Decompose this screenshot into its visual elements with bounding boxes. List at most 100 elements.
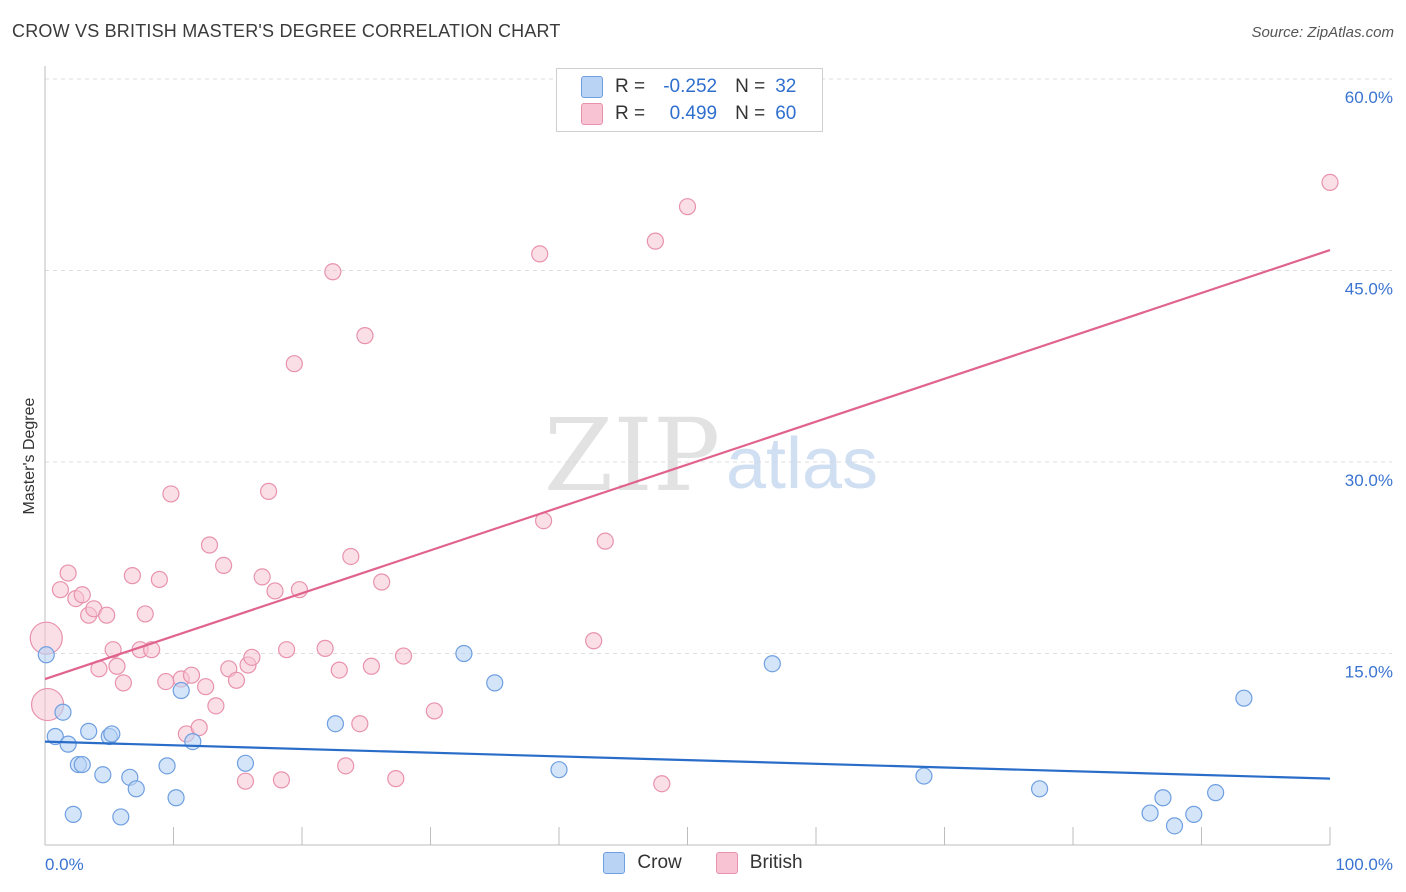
crow-point — [763, 655, 781, 673]
crow-legend-swatch — [603, 852, 626, 874]
british-point — [207, 697, 225, 715]
british-point — [51, 581, 70, 599]
british-point — [215, 556, 233, 575]
british-point — [1321, 173, 1339, 192]
crow-point — [455, 644, 473, 663]
british-point — [337, 757, 355, 775]
crow-point — [94, 766, 112, 784]
x-tick-labels: 0.0% 100.0% — [45, 855, 1393, 874]
british-points — [29, 173, 1339, 793]
crow-n-label: N = — [735, 76, 766, 97]
y-axis-label: Master's Degree — [21, 397, 38, 514]
y-tick-label: 60.0% — [1345, 88, 1393, 107]
crow-point — [158, 757, 176, 775]
crow-point — [59, 735, 77, 753]
british-point — [182, 666, 201, 684]
british-legend-label: British — [749, 852, 803, 873]
british-point — [98, 606, 116, 624]
crow-n-value: 32 — [775, 76, 797, 97]
british-point — [585, 632, 603, 650]
british-point — [678, 198, 697, 216]
british-point — [236, 772, 255, 790]
crow-r-value: -0.252 — [663, 76, 718, 97]
legend-item-crow[interactable]: Crow — [603, 852, 682, 874]
british-point — [190, 718, 208, 737]
crow-point — [1207, 784, 1225, 802]
crow-point — [80, 722, 98, 740]
british-point — [108, 657, 126, 675]
grid-lines — [45, 78, 1392, 654]
british-point — [362, 657, 380, 675]
crow-point — [1154, 789, 1172, 807]
crow-point — [550, 761, 568, 779]
british-point — [373, 573, 391, 591]
x-tick-label: 0.0% — [45, 855, 84, 874]
crow-point — [1235, 689, 1253, 707]
crow-trend-line — [44, 740, 1331, 780]
crow-point — [167, 789, 185, 807]
crow-point — [73, 755, 91, 774]
british-point — [266, 582, 284, 600]
x-tick-label: 100.0% — [1335, 855, 1393, 874]
british-point — [351, 715, 369, 733]
british-point — [227, 671, 246, 689]
british-point — [342, 547, 360, 566]
british-point — [653, 775, 671, 793]
british-point — [425, 702, 443, 720]
british-n-value: 60 — [775, 103, 797, 124]
british-trend-line — [44, 249, 1331, 681]
british-point — [150, 570, 168, 589]
british-point — [114, 674, 132, 692]
british-point — [330, 661, 348, 679]
british-legend-swatch — [715, 852, 738, 874]
british-point — [531, 245, 549, 263]
british-point — [387, 770, 405, 788]
crow-point — [103, 725, 121, 743]
british-point — [104, 641, 122, 659]
british-point — [394, 647, 413, 665]
crow-point — [326, 715, 345, 733]
correlation-legend: R = -0.252 N = 32 R = 0.499 N = 60 — [556, 68, 823, 132]
british-point — [243, 648, 261, 666]
y-tick-labels: 15.0% 30.0% 45.0% 60.0% — [1345, 88, 1393, 682]
british-n-label: N = — [735, 103, 766, 124]
trend-lines — [44, 249, 1331, 780]
british-point — [157, 672, 175, 691]
legend-row-crow: R = -0.252 N = 32 — [581, 75, 796, 99]
crow-point — [112, 808, 130, 826]
british-point — [316, 639, 334, 657]
british-point — [59, 564, 77, 582]
british-point — [259, 482, 278, 500]
crow-point — [172, 681, 190, 700]
crow-point — [64, 805, 82, 823]
crow-legend-label: Crow — [637, 852, 682, 873]
crow-point — [127, 780, 145, 798]
legend-item-british[interactable]: British — [715, 852, 803, 874]
crow-point — [236, 754, 255, 772]
crow-point — [184, 732, 202, 751]
source-label: Source: ZipAtlas.com — [1251, 24, 1394, 41]
y-tick-label: 15.0% — [1345, 663, 1393, 682]
watermark-atlas: atlas — [726, 424, 878, 504]
crow-point — [37, 646, 55, 664]
british-point — [646, 232, 664, 250]
crow-points — [37, 644, 1253, 835]
crow-swatch — [581, 76, 603, 98]
british-point — [123, 567, 141, 585]
british-point — [324, 263, 342, 281]
british-point — [253, 568, 271, 586]
british-swatch — [581, 103, 603, 125]
watermark-zip: ZIP — [544, 397, 720, 514]
crow-point — [1185, 805, 1203, 823]
british-point — [200, 536, 219, 554]
british-point — [277, 641, 296, 659]
crow-point — [1030, 780, 1049, 798]
british-point — [197, 678, 215, 696]
british-r-value: 0.499 — [669, 103, 718, 124]
british-point — [136, 605, 154, 623]
crow-point — [54, 703, 72, 721]
y-tick-label: 45.0% — [1345, 280, 1393, 299]
british-point — [73, 586, 91, 604]
british-point — [596, 532, 614, 550]
